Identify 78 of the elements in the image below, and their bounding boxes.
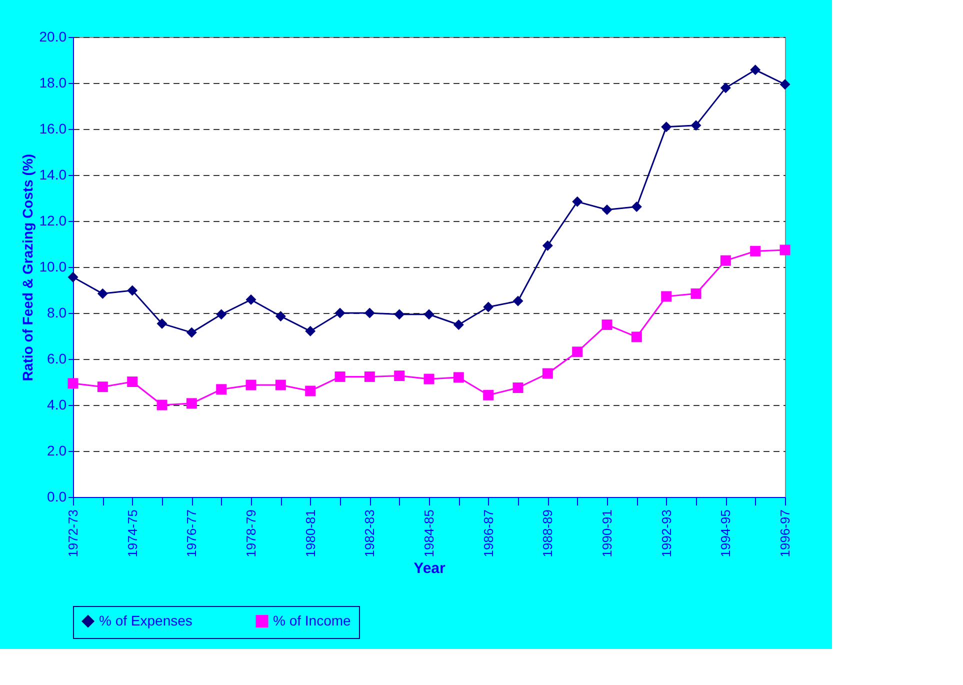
- y-tick-label: 6.0: [47, 350, 67, 366]
- point: [661, 291, 672, 302]
- point: [631, 201, 642, 212]
- point: [68, 378, 78, 389]
- point: [572, 346, 583, 358]
- point: [512, 382, 524, 393]
- point: [186, 327, 197, 338]
- point: [216, 309, 227, 320]
- x-tick-label: 1976-77: [184, 510, 200, 558]
- point: [394, 309, 405, 320]
- x-tick-label: 1994-95: [718, 510, 734, 558]
- y-tick-label: 2.0: [47, 442, 67, 458]
- point: [453, 372, 464, 383]
- point: [334, 371, 346, 382]
- point: [424, 374, 434, 384]
- x-tick-label: 1986-87: [480, 510, 496, 558]
- y-tick-label: 0.0: [47, 488, 67, 504]
- point: [631, 332, 642, 342]
- y-tick-label: 20.0: [39, 28, 67, 44]
- y-tick-label: 10.0: [39, 258, 67, 274]
- y-axis-title: Ratio of Feed & Grazing Costs (%): [19, 154, 36, 382]
- point: [246, 294, 256, 305]
- point: [780, 244, 790, 256]
- y-tick-label: 16.0: [39, 120, 67, 136]
- x-tick-label: 1982-83: [362, 510, 378, 558]
- point: [305, 386, 316, 396]
- x-tick-label: 1996-97: [778, 510, 792, 558]
- point: [334, 308, 346, 318]
- point: [780, 79, 790, 90]
- point: [424, 309, 434, 320]
- x-tick-label: 1974-75: [124, 510, 140, 558]
- point: [305, 326, 316, 336]
- x-tick-label: 1990-91: [600, 510, 614, 558]
- point: [602, 204, 612, 215]
- point: [483, 390, 494, 400]
- y-tick-label: 18.0: [39, 74, 67, 90]
- point: [156, 318, 168, 329]
- x-tick-label: 1972-73: [66, 510, 80, 558]
- point: [156, 400, 168, 410]
- legend-label: % of Expenses: [99, 612, 192, 628]
- point: [750, 246, 761, 256]
- point: [68, 272, 78, 282]
- point: [512, 296, 524, 306]
- point: [97, 382, 108, 392]
- point: [275, 310, 286, 322]
- y-tick-label: 14.0: [39, 166, 67, 182]
- point: [216, 384, 227, 395]
- y-tick-label: 8.0: [47, 304, 67, 320]
- point: [364, 308, 375, 318]
- point: [186, 398, 197, 409]
- x-tick-label: 1980-81: [302, 510, 318, 558]
- point: [720, 82, 731, 94]
- x-tick-label: 1978-79: [244, 510, 258, 558]
- point: [453, 319, 464, 330]
- point: [572, 196, 583, 207]
- point: [364, 371, 375, 382]
- point: [97, 288, 108, 299]
- point: [127, 285, 138, 296]
- point: [602, 319, 612, 330]
- x-tick-label: 1992-93: [658, 510, 674, 558]
- legend-label: % of Income: [273, 612, 352, 628]
- point: [542, 368, 553, 379]
- point: [542, 240, 553, 251]
- point: [275, 380, 286, 390]
- y-tick-label: 4.0: [47, 396, 67, 412]
- point: [483, 302, 494, 312]
- point: [661, 122, 672, 132]
- point: [720, 255, 731, 266]
- y-tick-label: 12.0: [39, 212, 67, 228]
- point: [246, 380, 256, 390]
- point: [394, 370, 405, 382]
- x-tick-label: 1984-85: [422, 510, 436, 558]
- x-axis-title: Year: [414, 560, 446, 578]
- point: [690, 288, 702, 299]
- point: [690, 120, 702, 131]
- x-tick-label: 1988-89: [540, 510, 556, 558]
- point: [750, 64, 761, 76]
- point: [127, 376, 138, 388]
